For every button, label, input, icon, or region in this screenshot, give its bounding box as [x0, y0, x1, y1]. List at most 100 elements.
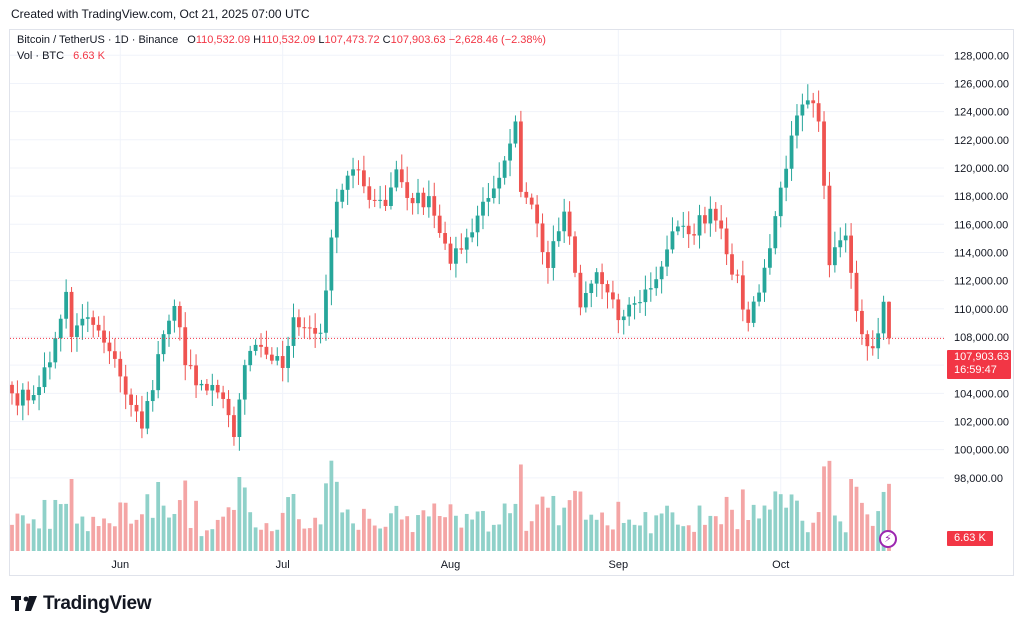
- candle-body: [459, 248, 464, 250]
- candle-body: [784, 168, 789, 188]
- candle-body: [237, 399, 242, 437]
- candle-body: [665, 249, 669, 267]
- volume-bar: [708, 515, 713, 551]
- volume-bar: [96, 526, 101, 551]
- volume-bar: [865, 514, 870, 551]
- volume-bar: [546, 507, 550, 551]
- volume-bar: [112, 526, 117, 551]
- candle-body: [269, 354, 274, 361]
- candle-body: [773, 216, 778, 249]
- candle-body: [96, 324, 101, 331]
- volume-bar: [860, 502, 864, 551]
- volume-bar: [10, 524, 14, 551]
- candle-body: [513, 121, 518, 144]
- candle-body: [58, 318, 63, 339]
- candle-body: [443, 233, 447, 244]
- candle-body: [518, 121, 523, 192]
- candle-body: [865, 334, 870, 347]
- volume-bar: [616, 501, 621, 551]
- volume-bar: [827, 460, 832, 551]
- volume-bar: [172, 513, 177, 551]
- candle-body: [464, 237, 469, 250]
- candle-body: [870, 346, 875, 349]
- x-tick-label: Jul: [276, 559, 290, 571]
- candle-body: [508, 143, 512, 161]
- candle-body: [226, 398, 231, 416]
- volume-bar: [150, 517, 155, 551]
- volume-bar: [156, 481, 161, 551]
- candle-body: [129, 394, 133, 405]
- candle-body: [416, 192, 420, 204]
- volume-bar: [215, 519, 220, 551]
- low-label: L: [318, 34, 325, 46]
- volume-bar: [475, 511, 480, 551]
- candle-body: [849, 235, 853, 273]
- candle-body: [686, 225, 691, 235]
- candle-body: [876, 333, 881, 349]
- candle-body: [708, 208, 713, 224]
- symbol-title[interactable]: Bitcoin / TetherUS · 1D · Binance: [17, 34, 179, 46]
- candle-body: [118, 358, 123, 377]
- volume-bar: [42, 499, 47, 551]
- y-tick-label: 100,000.00: [954, 445, 1009, 457]
- lightning-icon[interactable]: ⚡: [879, 530, 897, 548]
- candle-body: [107, 342, 112, 352]
- y-tick-label: 126,000.00: [954, 78, 1009, 90]
- y-tick-label: 120,000.00: [954, 163, 1009, 175]
- candle-body: [183, 327, 188, 366]
- candle-body: [497, 177, 502, 189]
- candle-body: [805, 100, 810, 105]
- volume-bar: [843, 532, 848, 551]
- candle-body: [172, 305, 177, 321]
- candle-body: [145, 401, 150, 429]
- y-tick-label: 122,000.00: [954, 135, 1009, 147]
- volume-bar: [367, 518, 372, 551]
- volume-bar: [102, 518, 106, 551]
- candle-body: [448, 243, 453, 264]
- bar-countdown: 16:59:47: [954, 364, 997, 376]
- candle-body: [421, 192, 426, 208]
- time-axis[interactable]: Jun Jul Aug Sep Oct: [111, 559, 789, 571]
- volume-bar: [800, 520, 805, 551]
- price-axis[interactable]: 98,000.00 100,000.00 102,000.00 104,000.00 1…: [954, 50, 1009, 485]
- volume-label[interactable]: Vol · BTC: [17, 50, 65, 62]
- volume-bar: [675, 524, 680, 551]
- volume-bar: [713, 516, 718, 551]
- volume-bar: [345, 509, 350, 551]
- volume-bar: [573, 490, 577, 551]
- volume-bar: [194, 500, 198, 551]
- candle-body: [102, 330, 106, 343]
- volume-bar: [64, 503, 69, 551]
- candle-body: [297, 317, 301, 328]
- candle-body: [659, 266, 664, 280]
- volume-row: Vol · BTC 6.63 K: [17, 48, 546, 64]
- candle-body: [567, 211, 572, 237]
- volume-bar: [259, 529, 263, 551]
- tradingview-logo-text: TradingView: [43, 593, 152, 614]
- volume-bar: [264, 523, 269, 551]
- candle-body: [31, 395, 36, 401]
- candle-body: [881, 301, 886, 334]
- y-tick-label: 102,000.00: [954, 416, 1009, 428]
- candle-body: [713, 208, 718, 221]
- volume-bar: [762, 505, 767, 551]
- candle-body: [795, 115, 799, 136]
- volume-bar: [134, 519, 139, 551]
- volume-bar: [654, 515, 659, 551]
- volume-bar: [665, 505, 669, 551]
- volume-bar: [361, 508, 366, 551]
- candle-body: [540, 223, 545, 253]
- candle-body: [556, 231, 561, 242]
- candle-body: [594, 272, 599, 284]
- volume-bar: [768, 509, 772, 551]
- volume-bar: [470, 519, 475, 551]
- candle-body: [26, 389, 31, 401]
- candle-body: [502, 160, 507, 178]
- volume-bar: [421, 510, 426, 551]
- candle-body: [177, 305, 182, 328]
- candle-body: [638, 302, 642, 304]
- volume-bar: [383, 526, 388, 551]
- volume-bar: [887, 483, 891, 551]
- volume-bar: [822, 466, 826, 551]
